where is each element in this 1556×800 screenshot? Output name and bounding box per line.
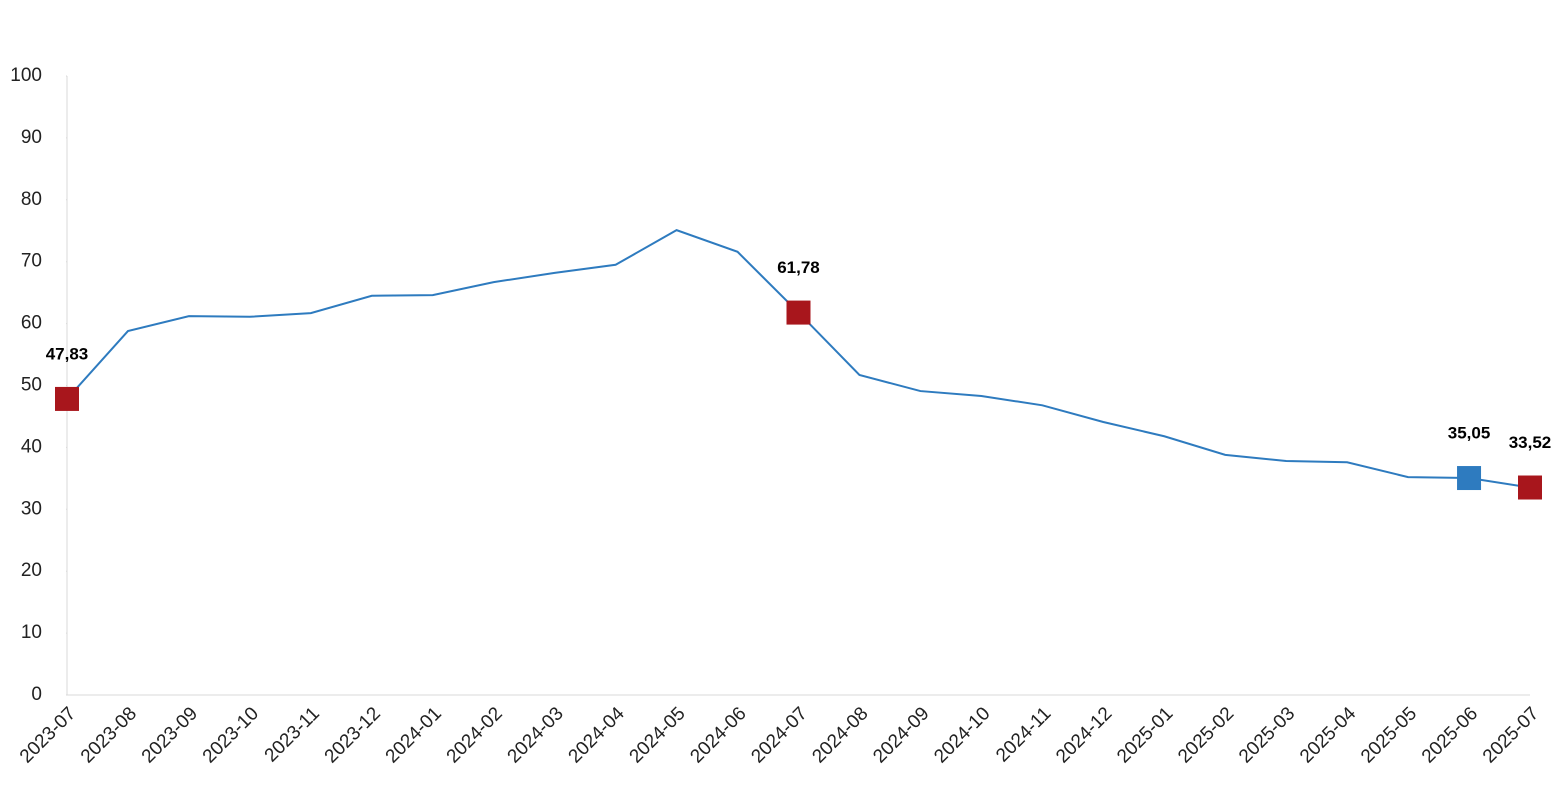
y-tick-label: 50 [21, 375, 42, 396]
x-tick-label: 2023-07 [16, 703, 80, 767]
x-tick-label: 2024-12 [1052, 703, 1116, 767]
y-tick-label: 30 [21, 498, 42, 519]
x-tick-label: 2023-10 [199, 703, 263, 767]
x-tick-label: 2023-12 [321, 703, 385, 767]
x-tick-label: 2024-04 [565, 703, 629, 767]
x-tick-label: 2024-03 [504, 703, 568, 767]
x-tick-label: 2025-06 [1418, 703, 1482, 767]
x-tick-label: 2024-08 [808, 703, 872, 767]
value-label: 61,78 [777, 258, 820, 277]
x-tick-label: 2024-05 [626, 703, 690, 767]
x-tick-label: 2023-11 [261, 703, 324, 766]
marker [1457, 466, 1482, 491]
value-label: 35,05 [1448, 424, 1491, 443]
y-tick-label: 90 [21, 127, 42, 148]
value-label: 47,83 [46, 344, 89, 363]
x-tick-label: 2024-07 [747, 703, 811, 767]
marker [55, 386, 79, 411]
marker [786, 300, 811, 325]
y-tick-label: 0 [31, 684, 42, 705]
y-tick-label: 80 [21, 189, 42, 210]
x-tick-label: 2024-06 [686, 703, 750, 767]
x-tick-label: 2025-02 [1174, 703, 1238, 767]
y-tick-label: 40 [21, 436, 42, 457]
x-tick-label: 2025-03 [1235, 703, 1299, 767]
x-tick-label: 2024-10 [930, 703, 994, 767]
x-tick-label: 2025-04 [1296, 703, 1360, 767]
x-tick-label: 2023-08 [77, 703, 141, 767]
y-tick-label: 20 [21, 560, 42, 581]
x-tick-label: 2024-11 [992, 703, 1055, 766]
x-tick-label: 2025-01 [1113, 703, 1177, 767]
x-tick-label: 2025-07 [1479, 703, 1543, 767]
x-tick-label: 2024-09 [869, 703, 933, 767]
marker [1518, 475, 1542, 500]
y-tick-label: 10 [21, 622, 42, 643]
y-tick-label: 60 [21, 313, 42, 334]
y-tick-label: 100 [10, 65, 42, 86]
x-tick-label: 2023-09 [138, 703, 202, 767]
value-label: 33,52 [1509, 433, 1552, 452]
x-tick-label: 2024-02 [443, 703, 507, 767]
x-tick-label: 2024-01 [382, 703, 446, 767]
y-tick-label: 70 [21, 251, 42, 272]
x-tick-label: 2025-05 [1357, 703, 1421, 767]
